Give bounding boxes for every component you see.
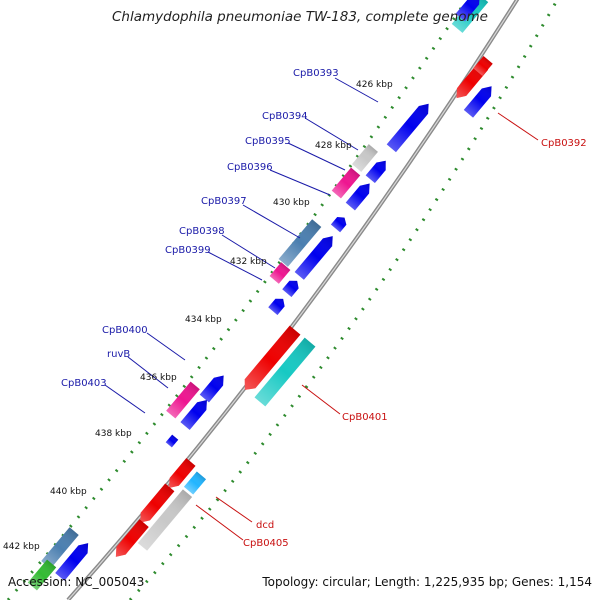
gene-label-cpb0401[interactable]: CpB0401 [342,412,388,423]
genome-backbone [66,0,520,600]
feature-red-e[interactable] [473,56,493,76]
gene-label-cpb0394[interactable]: CpB0394 [262,111,308,122]
feature-blue-e[interactable] [282,277,301,297]
feature-blue-k[interactable] [463,82,496,118]
feature-red-d[interactable] [111,519,149,560]
gene-label-cpb0398[interactable]: CpB0398 [179,226,225,237]
feature-blue-h[interactable] [180,396,211,430]
feature-blue-b[interactable] [345,180,374,211]
feature-blue-a[interactable] [365,157,391,184]
feature-red-c[interactable] [136,483,175,527]
tick-label: 442 kbp [3,542,40,552]
gene-label-cpb0405[interactable]: CpB0405 [243,538,289,549]
feature-blue-top[interactable] [455,0,484,22]
feature-blue-f[interactable] [268,295,287,315]
feature-steel-b[interactable] [41,527,79,569]
tick-label: 426 kbp [356,80,393,90]
feature-cpb0395[interactable] [331,167,361,199]
gene-label-ruvb[interactable]: ruvB [107,349,130,360]
feature-cpb0393[interactable] [386,100,433,153]
feature-red-b[interactable] [164,458,196,492]
outer-tick-ring [6,0,469,600]
feature-cpb0397[interactable] [278,219,322,267]
gene-label-cpb0393[interactable]: CpB0393 [293,68,339,79]
tick-label: 438 kbp [95,429,132,439]
tick-label: 432 kbp [230,257,267,267]
tick-label: 430 kbp [273,198,310,208]
feature-blue-d[interactable] [294,232,338,280]
feature-blue-j[interactable] [55,539,92,581]
tick-label: 428 kbp [315,141,352,151]
gene-label-cpb0396[interactable]: CpB0396 [227,162,273,173]
inner-tick-ring [128,0,559,600]
feature-cpb0394[interactable] [352,144,378,172]
topology-text: Topology: circular; Length: 1,225,935 bp… [262,575,592,589]
gene-label-cpb0395[interactable]: CpB0395 [245,136,291,147]
feature-red-a[interactable] [240,325,301,395]
gene-label-cpb0400[interactable]: CpB0400 [102,325,148,336]
feature-cpb0405[interactable] [137,489,193,551]
tick-label: 434 kbp [185,315,222,325]
feature-cpb0398[interactable] [269,262,291,284]
feature-green[interactable] [27,559,57,591]
gene-label-cpb0399[interactable]: CpB0399 [165,245,211,256]
feature-blue-g[interactable] [199,372,228,403]
leader-lines [104,77,539,541]
gene-label-cpb0392[interactable]: CpB0392 [541,138,587,149]
gene-label-dcd[interactable]: dcd [256,520,274,531]
feature-cpb0401[interactable] [254,337,316,407]
feature-blue-i[interactable] [165,434,179,448]
tick-label: 436 kbp [140,373,177,383]
map-title: Chlamydophila pneumoniae TW-183, complet… [111,9,488,25]
gene-label-cpb0397[interactable]: CpB0397 [201,196,247,207]
feature-dcd[interactable] [183,471,207,495]
feature-ruvb[interactable] [166,381,200,419]
accession-text: Accession: NC_005043 [8,575,145,589]
gene-label-cpb0403[interactable]: CpB0403 [61,378,107,389]
tick-label: 440 kbp [50,487,87,497]
feature-blue-c[interactable] [330,214,349,233]
